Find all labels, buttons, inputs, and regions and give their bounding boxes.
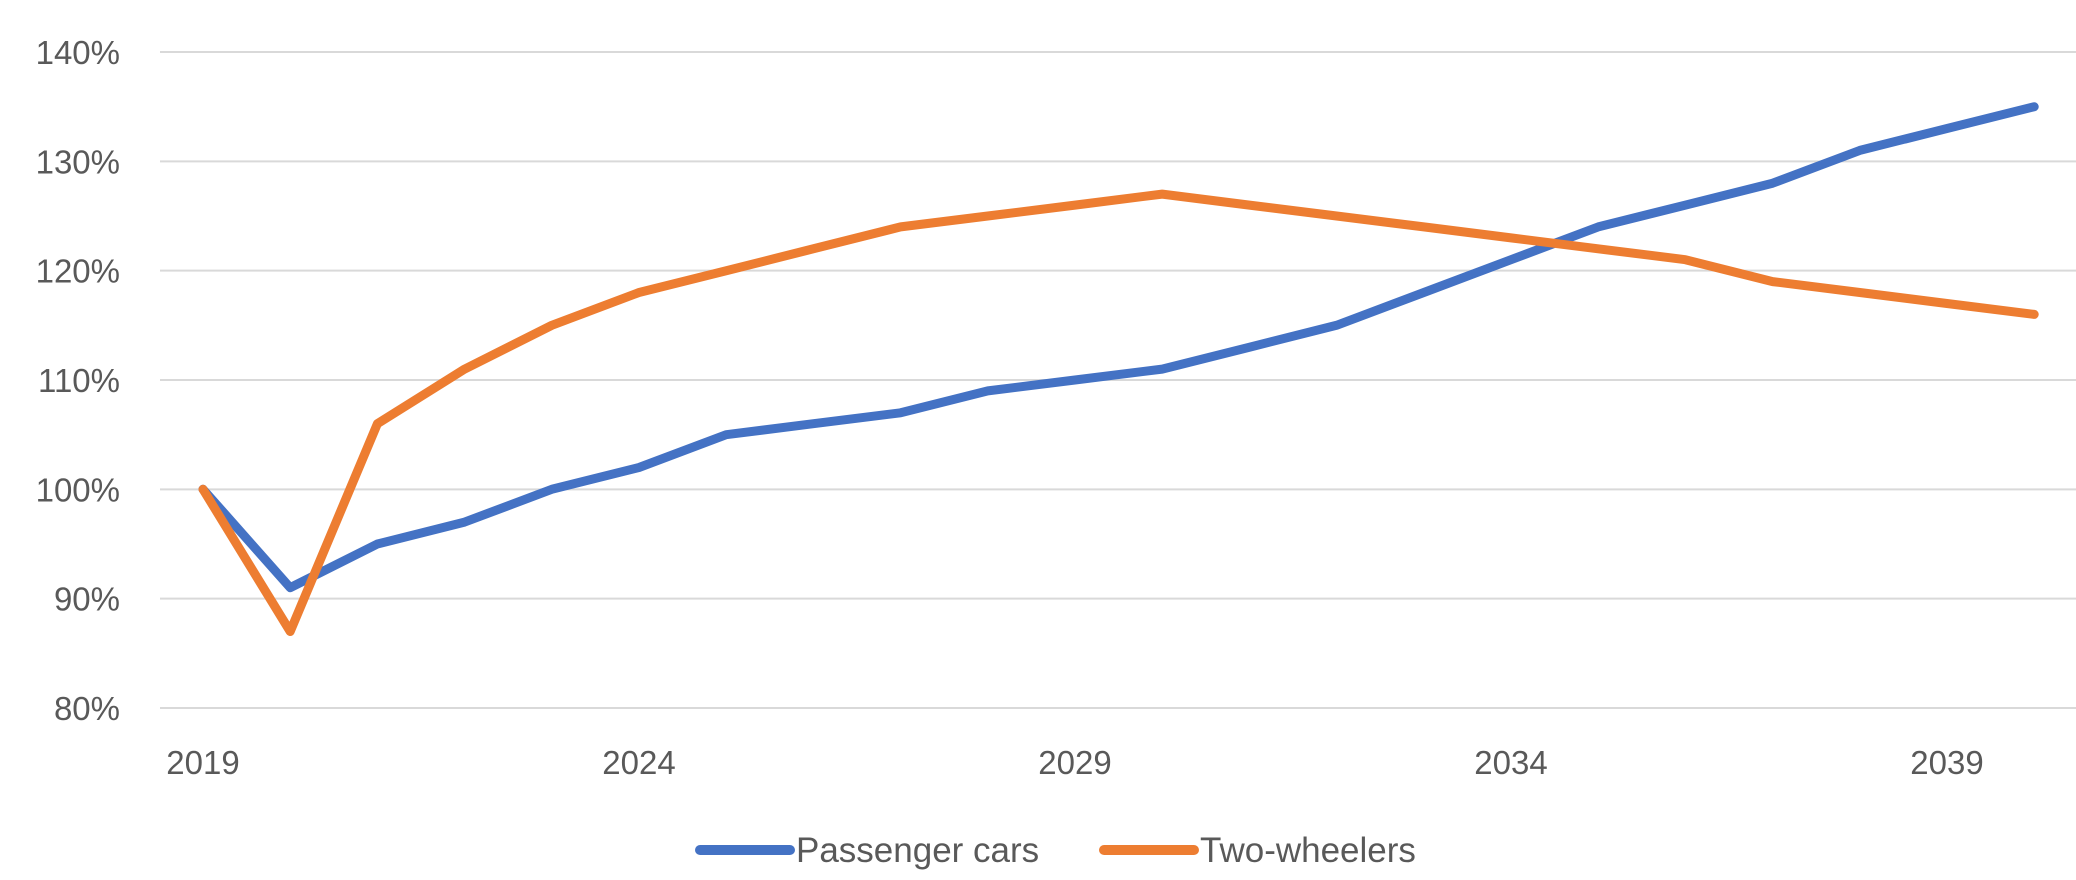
series-lines [198, 102, 2039, 636]
y-tick-label: 80% [54, 690, 120, 727]
legend-label-passenger-cars: Passenger cars [796, 831, 1039, 870]
y-tick-label: 110% [38, 362, 120, 399]
y-tick-label: 130% [36, 143, 120, 180]
legend: Passenger cars Two-wheelers [695, 831, 1416, 870]
y-tick-label: 140% [36, 34, 120, 71]
x-tick-label: 2034 [1474, 744, 1547, 781]
y-tick-label: 120% [36, 253, 120, 290]
x-tick-label: 2039 [1910, 744, 1983, 781]
legend-label-two-wheelers: Two-wheelers [1200, 831, 1416, 870]
series-line-passenger-cars [198, 102, 2039, 593]
series-line-two-wheelers [198, 189, 2039, 636]
x-tick-label: 2024 [602, 744, 675, 781]
x-tick-label: 2029 [1038, 744, 1111, 781]
gridlines [160, 51, 2076, 709]
y-tick-label: 90% [54, 581, 120, 618]
x-tick-label: 2019 [166, 744, 239, 781]
x-axis-tick-labels: 2019 2024 2029 2034 2039 [166, 744, 1983, 781]
y-tick-label: 100% [36, 471, 120, 508]
y-axis-tick-labels: 80% 90% 100% 110% 120% 130% 140% [36, 34, 120, 727]
